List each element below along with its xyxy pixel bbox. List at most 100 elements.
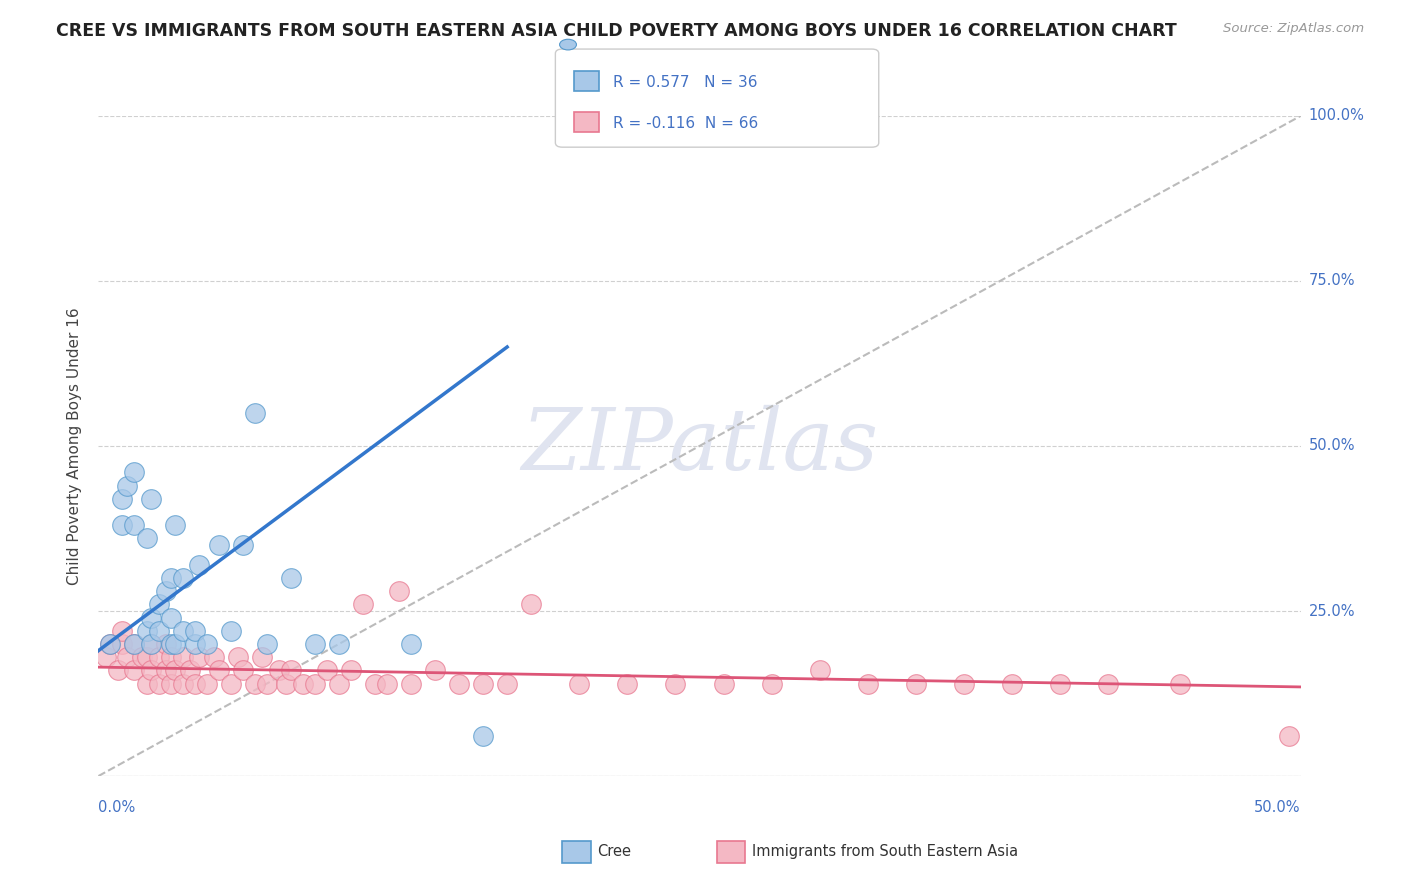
Text: Source: ZipAtlas.com: Source: ZipAtlas.com (1223, 22, 1364, 36)
Point (100, 637, 122, 651)
Point (124, 466, 146, 480)
Point (808, 664, 831, 678)
Point (375, 676, 398, 690)
Point (155, 637, 177, 651)
Point (135, 532, 157, 546)
Point (155, 584, 177, 599)
Point (352, 598, 374, 612)
Point (568, 676, 591, 690)
Point (195, 637, 218, 651)
Point (856, 676, 879, 690)
Point (94, 650, 117, 665)
Point (616, 676, 638, 690)
Point (274, 676, 297, 690)
Point (124, 664, 146, 678)
Point (148, 676, 170, 690)
Text: Cree: Cree (598, 845, 631, 859)
Point (148, 598, 170, 612)
Y-axis label: Child Poverty Among Boys Under 16: Child Poverty Among Boys Under 16 (67, 307, 83, 585)
Point (159, 571, 181, 585)
Text: 0.0%: 0.0% (98, 800, 135, 814)
Point (280, 664, 302, 678)
Point (496, 676, 519, 690)
Point (124, 637, 146, 651)
Point (188, 558, 211, 572)
Point (291, 676, 314, 690)
Point (165, 518, 187, 533)
Point (761, 676, 783, 690)
Point (172, 624, 194, 638)
Point (664, 676, 686, 690)
Point (124, 518, 146, 533)
Point (1049, 676, 1071, 690)
Point (472, 676, 495, 690)
Point (165, 637, 187, 651)
Point (520, 598, 543, 612)
Point (340, 664, 363, 678)
Point (141, 637, 163, 651)
Text: 100.0%: 100.0% (1309, 109, 1365, 123)
Point (713, 676, 735, 690)
Point (304, 676, 326, 690)
Point (423, 664, 446, 678)
Point (328, 637, 350, 651)
Point (117, 478, 139, 492)
Point (399, 676, 422, 690)
Point (141, 491, 163, 506)
Point (179, 664, 201, 678)
Point (243, 676, 266, 690)
Point (172, 571, 194, 585)
Point (141, 664, 163, 678)
Point (135, 676, 157, 690)
Point (111, 518, 134, 533)
Point (953, 676, 976, 690)
Point (183, 637, 205, 651)
Text: ZIPatlas: ZIPatlas (520, 405, 879, 487)
Point (183, 624, 205, 638)
Point (135, 624, 157, 638)
Point (172, 676, 194, 690)
Point (256, 676, 278, 690)
Text: 50.0%: 50.0% (1309, 439, 1355, 453)
Point (100, 637, 122, 651)
Point (399, 637, 422, 651)
Point (304, 637, 326, 651)
Point (219, 676, 242, 690)
Point (250, 650, 273, 665)
Point (155, 664, 177, 678)
Text: CREE VS IMMIGRANTS FROM SOUTH EASTERN ASIA CHILD POVERTY AMONG BOYS UNDER 16 COR: CREE VS IMMIGRANTS FROM SOUTH EASTERN AS… (56, 22, 1177, 40)
Point (159, 637, 181, 651)
Point (159, 676, 181, 690)
Text: R = -0.116  N = 66: R = -0.116 N = 66 (613, 116, 758, 130)
Point (904, 676, 927, 690)
Point (328, 676, 350, 690)
Point (124, 637, 146, 651)
Point (195, 676, 218, 690)
Point (148, 624, 170, 638)
Point (447, 676, 470, 690)
Point (232, 664, 254, 678)
Point (280, 571, 302, 585)
Point (188, 650, 211, 665)
Point (159, 610, 181, 624)
Point (165, 664, 187, 678)
Point (148, 650, 170, 665)
Point (107, 664, 129, 678)
Point (232, 538, 254, 552)
Point (135, 650, 157, 665)
Point (141, 637, 163, 651)
Text: Immigrants from South Eastern Asia: Immigrants from South Eastern Asia (752, 845, 1018, 859)
Point (1277, 730, 1299, 744)
Point (131, 650, 153, 665)
Point (1001, 676, 1024, 690)
Point (267, 664, 290, 678)
Point (159, 650, 181, 665)
Point (219, 624, 242, 638)
Point (226, 650, 249, 665)
Point (111, 624, 134, 638)
Point (111, 491, 134, 506)
Text: 25.0%: 25.0% (1309, 604, 1355, 618)
Text: R = 0.577   N = 36: R = 0.577 N = 36 (613, 75, 758, 89)
Point (243, 406, 266, 420)
Point (208, 664, 231, 678)
